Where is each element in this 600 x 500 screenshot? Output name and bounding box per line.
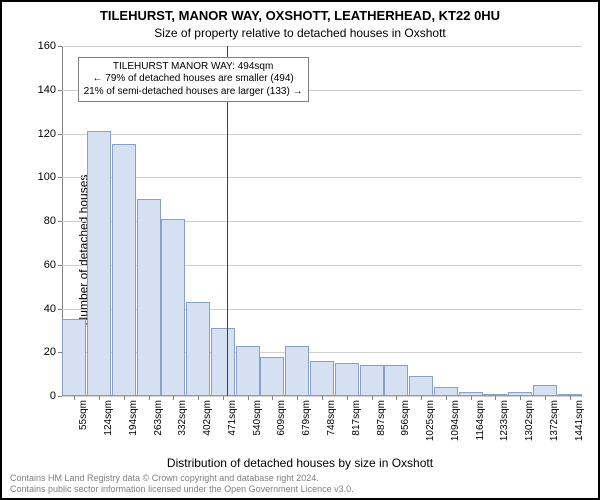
histogram-bar [434, 387, 458, 396]
xtick-label: 1094sqm [450, 400, 461, 441]
annotation-line: ← 79% of detached houses are smaller (49… [84, 73, 303, 86]
xtick-label: 332sqm [177, 400, 188, 436]
xtick-label: 748sqm [326, 400, 337, 436]
plot-area: 02040608010012014016055sqm124sqm194sqm26… [62, 46, 582, 396]
xtick-label: 402sqm [202, 400, 213, 436]
xtick-label: 1025sqm [425, 400, 436, 441]
histogram-bar [112, 144, 136, 396]
xtick-label: 609sqm [276, 400, 287, 436]
xtick-label: 1233sqm [499, 400, 510, 441]
histogram-bar [137, 199, 161, 396]
histogram-bar [186, 302, 210, 396]
histogram-bar [161, 219, 185, 396]
annotation-box: TILEHURST MANOR WAY: 494sqm← 79% of deta… [78, 57, 309, 103]
ytick-label: 100 [38, 171, 56, 183]
xtick-label: 124sqm [103, 400, 114, 436]
ytick-label: 80 [44, 215, 56, 227]
histogram-bar [211, 328, 235, 396]
footer-line2: Contains public sector information licen… [10, 484, 354, 494]
histogram-bar [533, 385, 557, 396]
gridline [62, 46, 582, 47]
ytick-label: 60 [44, 259, 56, 271]
annotation-line: 21% of semi-detached houses are larger (… [84, 86, 303, 99]
xtick-label: 956sqm [400, 400, 411, 436]
xtick-label: 1372sqm [549, 400, 560, 441]
xtick-label: 1302sqm [524, 400, 535, 441]
histogram-bar [236, 346, 260, 396]
ytick-label: 40 [44, 303, 56, 315]
ytick-label: 140 [38, 84, 56, 96]
histogram-bar [260, 357, 284, 396]
x-axis-label: Distribution of detached houses by size … [2, 456, 598, 470]
xtick-label: 263sqm [153, 400, 164, 436]
figure: TILEHURST, MANOR WAY, OXSHOTT, LEATHERHE… [0, 0, 600, 500]
histogram-bar [310, 361, 334, 396]
chart-title: TILEHURST, MANOR WAY, OXSHOTT, LEATHERHE… [2, 8, 598, 23]
footer-line1: Contains HM Land Registry data © Crown c… [10, 473, 354, 483]
footer-attribution: Contains HM Land Registry data © Crown c… [10, 473, 354, 494]
chart-subtitle: Size of property relative to detached ho… [2, 26, 598, 40]
xtick-label: 887sqm [376, 400, 387, 436]
ytick-label: 20 [44, 346, 56, 358]
xtick-label: 817sqm [351, 400, 362, 436]
xtick-label: 540sqm [252, 400, 263, 436]
xtick-label: 55sqm [78, 400, 89, 430]
xtick-label: 1441sqm [574, 400, 585, 441]
histogram-bar [285, 346, 309, 396]
xtick-label: 1164sqm [475, 400, 486, 440]
xtick-label: 194sqm [128, 400, 139, 436]
ytick-label: 160 [38, 40, 56, 52]
gridline [62, 177, 582, 178]
histogram-bar [409, 376, 433, 396]
histogram-bar [360, 365, 384, 396]
gridline [62, 134, 582, 135]
histogram-bar [62, 319, 86, 396]
xtick-label: 471sqm [227, 400, 238, 436]
ytick-label: 0 [50, 390, 56, 402]
ytick-label: 120 [38, 128, 56, 140]
histogram-bar [335, 363, 359, 396]
histogram-bar [384, 365, 408, 396]
histogram-bar [87, 131, 111, 396]
annotation-line: TILEHURST MANOR WAY: 494sqm [84, 61, 303, 74]
xtick-label: 679sqm [301, 400, 312, 436]
